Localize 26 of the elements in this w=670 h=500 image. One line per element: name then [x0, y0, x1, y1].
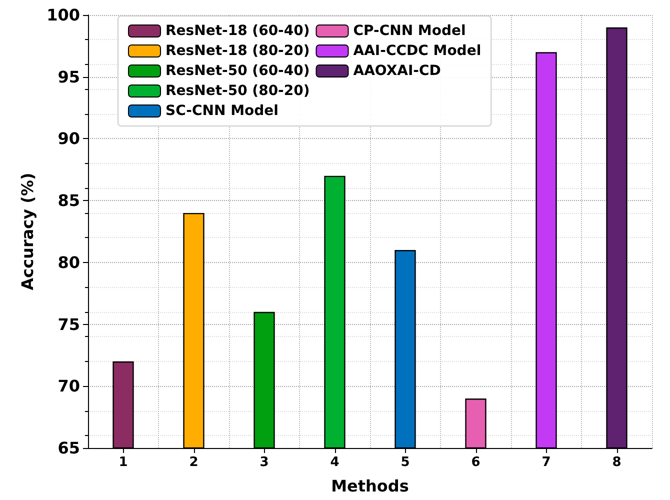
- y-tick-label: 95: [58, 67, 80, 86]
- y-axis-title: Accuracy (%): [18, 172, 38, 290]
- legend-label: ResNet-18 (60-40): [166, 23, 310, 39]
- legend-label: CP-CNN Model: [353, 23, 466, 39]
- x-tick-label: 5: [400, 455, 410, 470]
- y-tick-label: 85: [58, 191, 80, 210]
- legend-label: AAI-CCDC Model: [353, 43, 482, 59]
- legend-label: ResNet-50 (60-40): [166, 63, 310, 79]
- x-tick-label: 1: [118, 455, 128, 470]
- legend-label: AAOXAI-CD: [353, 63, 441, 79]
- x-axis-title: Methods: [331, 476, 409, 496]
- y-tick-label: 65: [58, 438, 80, 458]
- x-tick-label: 6: [471, 455, 480, 470]
- x-tick-label: 8: [612, 455, 622, 470]
- x-tick-label: 4: [330, 455, 340, 470]
- x-tick-label: 3: [260, 455, 269, 470]
- y-tick-label: 70: [58, 376, 80, 396]
- y-tick-label: 75: [58, 314, 80, 334]
- legend-label: ResNet-50 (80-20): [166, 83, 310, 99]
- legend-label: ResNet-18 (80-20): [166, 43, 310, 59]
- x-tick-label: 7: [542, 455, 551, 470]
- legend-label: SC-CNN Model: [166, 103, 278, 119]
- y-tick-label: 90: [58, 129, 80, 148]
- y-tick-label: 100: [46, 6, 80, 24]
- x-tick-label: 2: [189, 455, 198, 470]
- y-tick-label: 80: [58, 252, 80, 272]
